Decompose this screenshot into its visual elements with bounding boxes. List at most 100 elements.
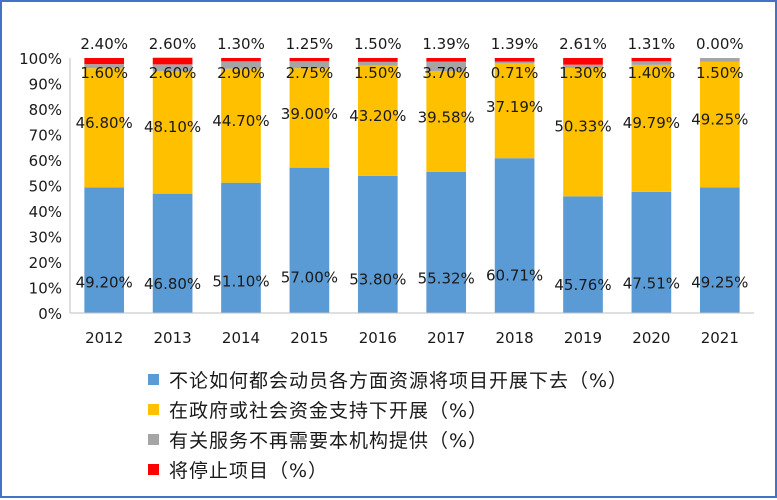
- y-tick-label: 60%: [29, 152, 62, 170]
- bar-segment: [84, 64, 125, 69]
- data-label: 1.50%: [354, 64, 402, 82]
- bar-segment: [563, 58, 603, 65]
- x-tick-label: 2016: [359, 329, 397, 347]
- bar-segment: [221, 58, 261, 62]
- data-label: 1.50%: [354, 35, 402, 53]
- data-label: 60.71%: [486, 266, 543, 284]
- data-label: 1.30%: [217, 35, 265, 53]
- data-label: 44.70%: [212, 112, 269, 130]
- data-label: 43.20%: [349, 107, 406, 125]
- bar-segment: [357, 175, 398, 313]
- legend-label: 在政府或社会资金支持下开展（%）: [169, 399, 489, 422]
- bar-segment: [426, 61, 467, 72]
- data-label: 1.40%: [628, 64, 676, 82]
- data-label: 2.61%: [559, 35, 607, 53]
- bar-segment: [84, 68, 125, 188]
- bar-segment: [84, 187, 125, 313]
- legend-label: 不论如何都会动员各方面资源将项目开展下去（%）: [169, 369, 629, 392]
- data-label: 46.80%: [144, 275, 201, 293]
- data-label: 49.25%: [691, 110, 748, 128]
- bar-segment: [221, 182, 261, 313]
- data-label: 1.60%: [80, 64, 128, 82]
- legend-label: 将停止项目（%）: [169, 459, 329, 482]
- x-tick-label: 2019: [564, 329, 602, 347]
- data-label: 39.00%: [281, 105, 338, 123]
- bar-segment: [699, 61, 740, 188]
- bar-segment: [289, 58, 330, 62]
- bar-segment: [221, 68, 261, 183]
- data-label: 47.51%: [623, 275, 680, 293]
- bar-segment: [494, 158, 535, 313]
- legend-swatch: [148, 373, 159, 385]
- legend-swatch: [148, 403, 159, 415]
- chart-legend: 不论如何都会动员各方面资源将项目开展下去（%） 在政府或社会资金支持下开展（%） 有…: [148, 364, 628, 484]
- bar-segment: [426, 71, 467, 172]
- data-label: 37.19%: [486, 98, 543, 116]
- data-label: 1.50%: [696, 64, 744, 82]
- y-tick-label: 50%: [29, 178, 62, 196]
- bar-segment: [563, 67, 603, 197]
- bar-segment: [152, 71, 193, 194]
- y-tick-label: 40%: [29, 203, 62, 221]
- x-tick-label: 2017: [427, 329, 465, 347]
- bar-segment: [357, 65, 398, 176]
- bar-segment: [221, 61, 261, 69]
- y-tick-label: 0%: [38, 305, 62, 323]
- data-label: 1.25%: [286, 35, 334, 53]
- data-label: 48.10%: [144, 118, 201, 136]
- x-tick-label: 2015: [290, 329, 328, 347]
- data-label: 2.75%: [286, 64, 334, 82]
- data-label: 57.00%: [281, 269, 338, 287]
- bar-segment: [84, 58, 125, 65]
- legend-swatch: [148, 463, 159, 475]
- x-tick-label: 2018: [496, 329, 534, 347]
- y-tick-label: 70%: [29, 127, 62, 145]
- legend-swatch: [148, 433, 159, 445]
- x-tick-label: 2013: [154, 329, 192, 347]
- data-label: 46.80%: [76, 114, 133, 132]
- bar-segment: [426, 171, 467, 313]
- bar-segment: [494, 58, 535, 62]
- y-tick-label: 30%: [29, 229, 62, 247]
- data-label: 50.33%: [554, 118, 611, 136]
- bar-segment: [494, 63, 535, 159]
- data-label: 49.25%: [691, 274, 748, 292]
- x-tick-label: 2021: [701, 329, 739, 347]
- data-label: 0.71%: [491, 64, 539, 82]
- bar-segment: [152, 64, 193, 72]
- x-tick-label: 2014: [222, 329, 260, 347]
- data-label: 3.70%: [422, 64, 470, 82]
- data-label: 2.60%: [149, 35, 197, 53]
- data-label: 39.58%: [418, 108, 475, 126]
- bar-segment: [152, 193, 193, 313]
- y-tick-label: 100%: [19, 50, 62, 68]
- bar-segment: [426, 58, 467, 62]
- x-tick-label: 2012: [85, 329, 123, 347]
- bar-segment: [357, 58, 398, 62]
- bar-segment: [631, 64, 672, 192]
- legend-item: 不论如何都会动员各方面资源将项目开展下去（%）: [148, 364, 628, 394]
- bar-segment: [699, 187, 740, 313]
- y-tick-label: 10%: [29, 280, 62, 298]
- bar-segment: [289, 61, 330, 69]
- data-label: 45.76%: [554, 276, 611, 294]
- y-tick-label: 80%: [29, 101, 62, 119]
- data-label: 2.60%: [149, 64, 197, 82]
- data-label: 0.00%: [696, 35, 744, 53]
- legend-item: 将停止项目（%）: [148, 454, 628, 484]
- bar-segment: [152, 57, 193, 65]
- data-label: 55.32%: [418, 270, 475, 288]
- legend-item: 有关服务不再需要本机构提供（%）: [148, 424, 628, 454]
- data-label: 2.40%: [80, 35, 128, 53]
- data-label: 1.39%: [422, 35, 470, 53]
- bar-segment: [631, 57, 672, 62]
- y-tick-label: 20%: [29, 254, 62, 272]
- data-label: 1.39%: [491, 35, 539, 53]
- data-label: 51.10%: [212, 272, 269, 290]
- bar-segment: [699, 58, 740, 62]
- bar-segment: [494, 61, 535, 64]
- data-label: 1.30%: [559, 64, 607, 82]
- bar-segment: [563, 196, 603, 313]
